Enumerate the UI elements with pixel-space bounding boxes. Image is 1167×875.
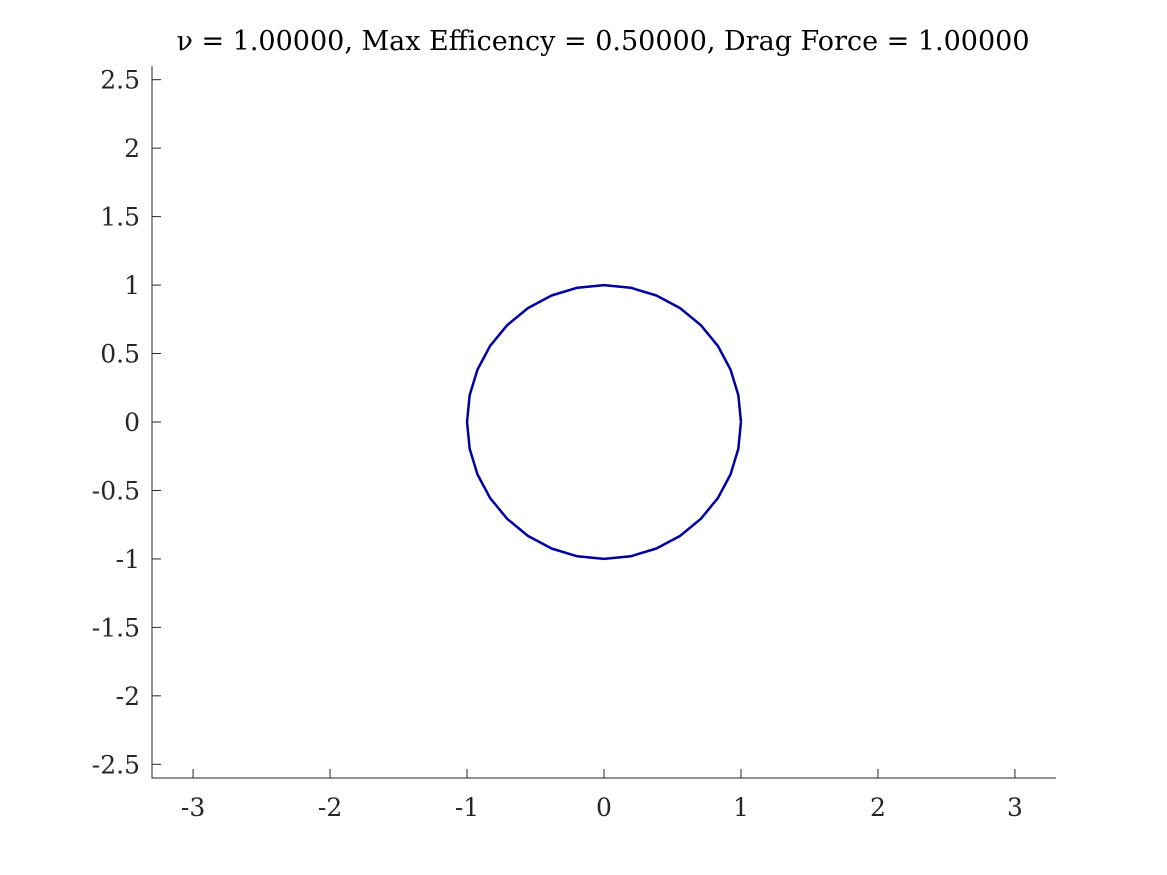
x-tick-label: 2: [870, 793, 886, 822]
series-line-0: [465, 283, 743, 561]
y-tick-label: -2: [116, 682, 140, 711]
x-tick-label: 0: [596, 793, 612, 822]
chart-title: ν = 1.00000, Max Efficency = 0.50000, Dr…: [176, 26, 1029, 57]
y-tick-label: -2.5: [92, 750, 140, 779]
y-axis-ticks: 2.5 2 1.5 1 0.5 0 -0.5 -1 -1.5 -2 -2.5: [92, 66, 161, 779]
plot-area: -3 -2 -1 0 1 2 3 2.5 2 1.5 1 0.5 0 -0.5 -1 -1.5 -2 -2.5: [92, 66, 1056, 822]
y-tick-label: 0.5: [100, 340, 140, 369]
y-tick-label: 2.5: [100, 66, 140, 95]
y-tick-label: -1: [116, 545, 140, 574]
y-tick-label: 1: [124, 271, 140, 300]
x-tick-label: -3: [181, 793, 205, 822]
series-layer: [465, 283, 743, 561]
x-tick-label: 1: [733, 793, 749, 822]
y-tick-label: 0: [124, 408, 140, 437]
x-tick-label: -2: [318, 793, 342, 822]
y-tick-label: 1.5: [100, 203, 140, 232]
x-axis-ticks: -3 -2 -1 0 1 2 3: [181, 769, 1023, 822]
y-tick-label: 2: [124, 134, 140, 163]
axes-box: [151, 66, 1056, 779]
x-tick-label: 3: [1007, 793, 1023, 822]
y-tick-label: -0.5: [92, 476, 140, 505]
y-tick-label: -1.5: [92, 613, 140, 642]
x-tick-label: -1: [455, 793, 479, 822]
